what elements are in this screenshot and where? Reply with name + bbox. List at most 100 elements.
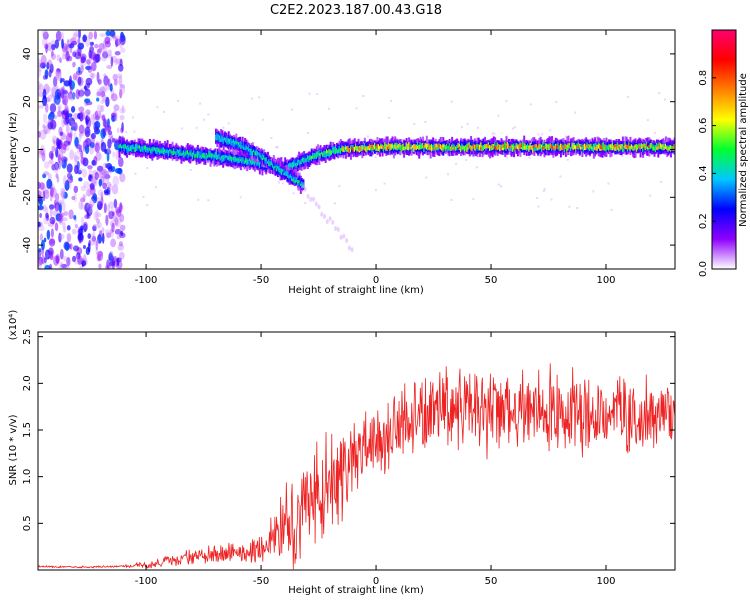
spectrogram-pixel	[323, 152, 326, 155]
spectrogram-pixel	[306, 193, 310, 199]
spectrogram-pixel	[585, 144, 588, 149]
spectrogram-pixel	[57, 103, 63, 111]
spectrogram-pixel	[630, 144, 633, 148]
spectrogram-pixel	[69, 83, 73, 94]
spectrogram-pixel	[61, 212, 65, 218]
spectrogram-pixel	[95, 209, 99, 221]
spectrogram-pixel	[79, 112, 84, 122]
spectrogram-pixel	[87, 189, 91, 197]
spectrogram-pixel	[165, 150, 168, 154]
spectrogram-pixel	[46, 62, 50, 70]
spectrogram-pixel	[311, 196, 315, 202]
spectrogram-pixel	[85, 77, 93, 86]
spectrogram-pixel	[205, 152, 208, 156]
spectrogram-pixel	[222, 126, 225, 129]
spectrogram-pixel	[82, 244, 86, 250]
spectrogram-pixel	[218, 136, 221, 143]
spectrogram-pixel	[131, 147, 134, 152]
spectrogram-pixel	[466, 144, 469, 152]
spectrogram-pixel	[294, 159, 297, 167]
spectrogram-pixel	[453, 147, 456, 151]
spectrogram-pixel	[405, 144, 408, 149]
spectrogram-pixel	[283, 173, 286, 176]
spectrogram-pixel	[78, 177, 83, 182]
spectrogram-pixel	[42, 31, 49, 40]
spectrogram-pixel	[253, 150, 256, 157]
spectrogram-pixel	[424, 144, 427, 148]
spectrogram-pixel	[114, 138, 119, 144]
spectrogram-pixel	[39, 212, 42, 219]
spectrogram-pixel	[119, 107, 126, 114]
spectrogram-pixel	[494, 145, 497, 149]
spectrogram-pixel	[236, 141, 239, 148]
spectrogram-pixel	[329, 151, 332, 155]
spectrogram-pixel	[472, 144, 475, 148]
spectrogram-pixel	[544, 146, 547, 149]
spectrogram-pixel	[116, 35, 121, 45]
spectrogram-pixel	[574, 111, 577, 114]
spectrogram-pixel	[640, 145, 643, 149]
spectrogram-pixel	[621, 155, 624, 158]
spectrogram-pixel	[373, 142, 376, 150]
spectrogram-pixel	[220, 155, 223, 163]
spectrogram-pixel	[317, 204, 321, 210]
spectrogram-pixel	[97, 171, 104, 179]
spectrogram-pixel	[295, 163, 298, 166]
spectrogram-pixel	[313, 152, 316, 159]
spectrogram-pixel	[225, 156, 228, 163]
spectrogram-pixel	[63, 255, 68, 262]
spectrogram-pixel	[63, 191, 68, 199]
spectrogram-pixel	[597, 144, 600, 149]
spectrogram-pixel	[293, 162, 296, 167]
spectrogram-pixel	[447, 145, 450, 149]
spectrogram-pixel	[134, 143, 137, 151]
spectrogram-pixel	[219, 157, 222, 161]
spectrogram-pixel	[96, 218, 101, 224]
spectrogram-pixel	[413, 144, 416, 148]
spectrogram-pixel	[537, 145, 540, 151]
spectrogram-pixel	[558, 147, 561, 150]
spectrogram-pixel	[387, 145, 390, 150]
spectrogram-pixel	[57, 110, 62, 118]
spectrogram-pixel	[227, 140, 230, 145]
spectrogram-pixel	[217, 156, 220, 160]
spectrogram-pixel	[92, 224, 97, 231]
spectrogram-pixel	[42, 88, 47, 100]
spectrogram-pixel	[243, 160, 246, 165]
spectrogram-pixel	[214, 154, 217, 159]
spectrogram-pixel	[119, 88, 123, 99]
spectrogram-pixel	[303, 157, 306, 164]
spectrogram-pixel	[161, 150, 164, 153]
spectrogram-pixel	[48, 159, 54, 165]
spectrogram-pixel	[296, 159, 299, 165]
spectrogram-pixel	[98, 263, 102, 269]
spectrogram-pixel	[45, 250, 49, 260]
spectrogram-pixel	[89, 59, 93, 65]
spectrogram-pixel	[386, 146, 389, 150]
spectrogram-pixel	[537, 133, 540, 136]
spectrogram-pixel	[142, 196, 145, 199]
spectrogram-pixel	[508, 144, 511, 148]
spectrogram-pixel	[112, 73, 119, 81]
spectrogram-pixel	[437, 144, 440, 148]
spectrogram-pixel	[587, 146, 590, 150]
spectrogram-pixel	[403, 146, 406, 151]
spectrogram-pixel	[64, 242, 70, 251]
spectrogram-pixel	[548, 143, 551, 148]
spectrogram-pixel	[55, 173, 59, 179]
spectrogram-pixel	[482, 146, 485, 151]
spectrogram-pixel	[423, 145, 426, 149]
spectrogram-pixel	[48, 204, 55, 210]
spectrogram-pixel	[341, 147, 344, 151]
spectrogram-pixel	[117, 243, 124, 251]
spectrogram-pixel	[424, 120, 427, 123]
spectrogram-pixel	[390, 147, 393, 151]
spectrogram-pixel	[399, 142, 402, 149]
spectrogram-pixel	[240, 146, 243, 149]
spectrogram-pixel	[355, 145, 358, 149]
spectrogram-pixel	[142, 147, 145, 152]
spectrogram-pixel	[486, 144, 489, 148]
spectrogram-pixel	[591, 146, 594, 150]
spectrogram-pixel	[610, 208, 613, 211]
